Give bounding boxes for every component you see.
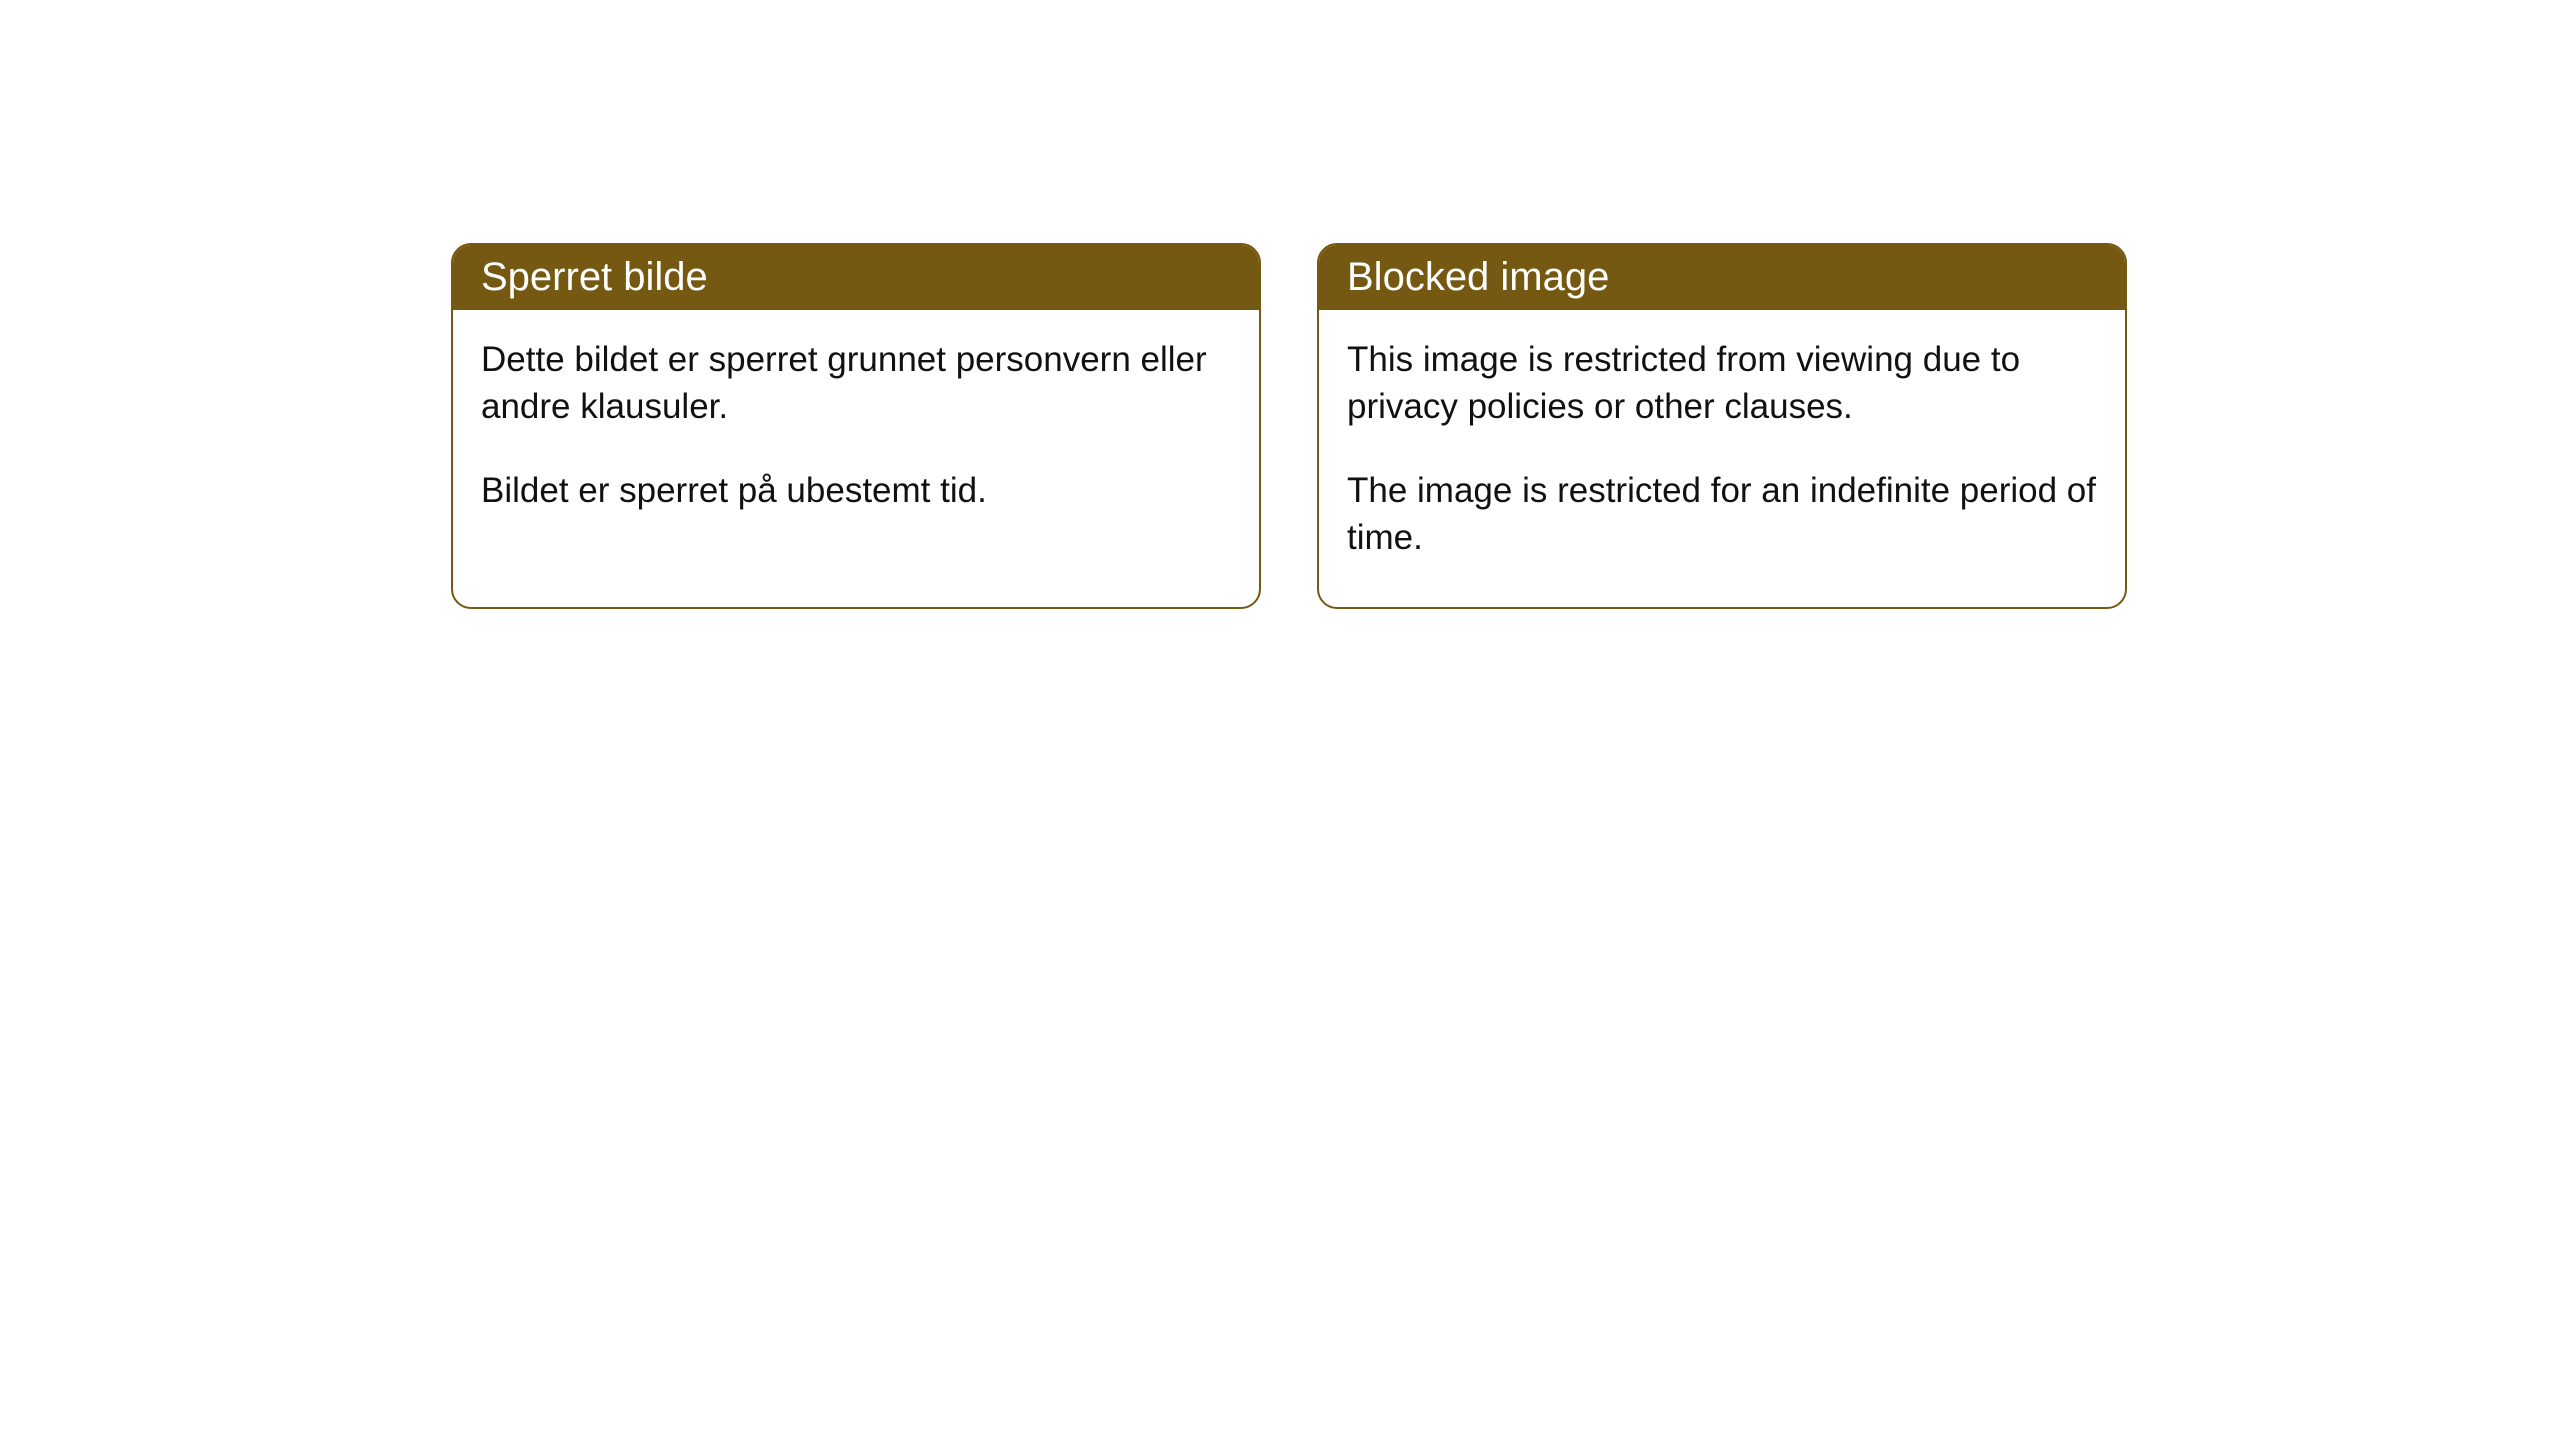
card-body-english: This image is restricted from viewing du… [1319,310,2125,607]
card-header-english: Blocked image [1319,245,2125,310]
blocked-image-card-norwegian: Sperret bilde Dette bildet er sperret gr… [451,243,1261,609]
blocked-image-card-english: Blocked image This image is restricted f… [1317,243,2127,609]
card-body-norwegian: Dette bildet er sperret grunnet personve… [453,310,1259,560]
notice-cards-container: Sperret bilde Dette bildet er sperret gr… [451,243,2127,609]
card-paragraph: This image is restricted from viewing du… [1347,336,2097,431]
card-title: Blocked image [1347,255,1609,299]
card-paragraph: Dette bildet er sperret grunnet personve… [481,336,1231,431]
card-header-norwegian: Sperret bilde [453,245,1259,310]
card-paragraph: The image is restricted for an indefinit… [1347,467,2097,562]
card-title: Sperret bilde [481,255,708,299]
card-paragraph: Bildet er sperret på ubestemt tid. [481,467,1231,514]
